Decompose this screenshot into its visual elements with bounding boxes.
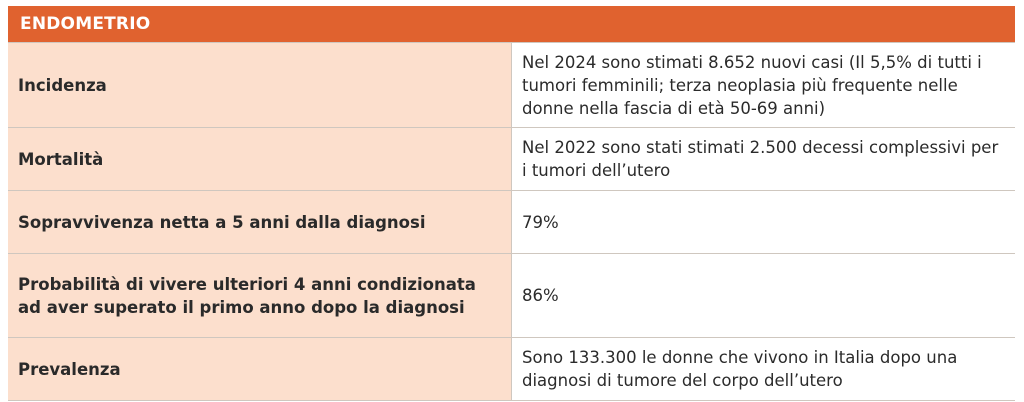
row-value: 86% — [511, 253, 1015, 338]
row-value: 79% — [511, 190, 1015, 254]
row-label: Sopravvivenza netta a 5 anni dalla diagn… — [8, 190, 512, 254]
row-value: Nel 2024 sono stimati 8.652 nuovi casi (… — [511, 42, 1015, 128]
endometrio-table: ENDOMETRIO Incidenza Nel 2024 sono stima… — [8, 6, 1015, 401]
row-label: Mortalità — [8, 127, 512, 191]
row-label: Incidenza — [8, 42, 512, 128]
row-label: Probabilità di vivere ulteriori 4 anni c… — [8, 253, 512, 338]
row-label: Prevalenza — [8, 337, 512, 401]
table-row-prevalenza: Prevalenza Sono 133.300 le donne che viv… — [8, 337, 1015, 401]
table-row-probabilita: Probabilità di vivere ulteriori 4 anni c… — [8, 253, 1015, 338]
row-value: Nel 2022 sono stati stimati 2.500 decess… — [511, 127, 1015, 191]
row-value: Sono 133.300 le donne che vivono in Ital… — [511, 337, 1015, 401]
table-header-row: ENDOMETRIO — [8, 6, 1015, 43]
table-title: ENDOMETRIO — [8, 6, 1015, 43]
table-row-mortalita: Mortalità Nel 2022 sono stati stimati 2.… — [8, 127, 1015, 191]
table-row-incidenza: Incidenza Nel 2024 sono stimati 8.652 nu… — [8, 42, 1015, 128]
data-table-container: ENDOMETRIO Incidenza Nel 2024 sono stima… — [8, 6, 1015, 401]
table-row-sopravvivenza: Sopravvivenza netta a 5 anni dalla diagn… — [8, 190, 1015, 254]
